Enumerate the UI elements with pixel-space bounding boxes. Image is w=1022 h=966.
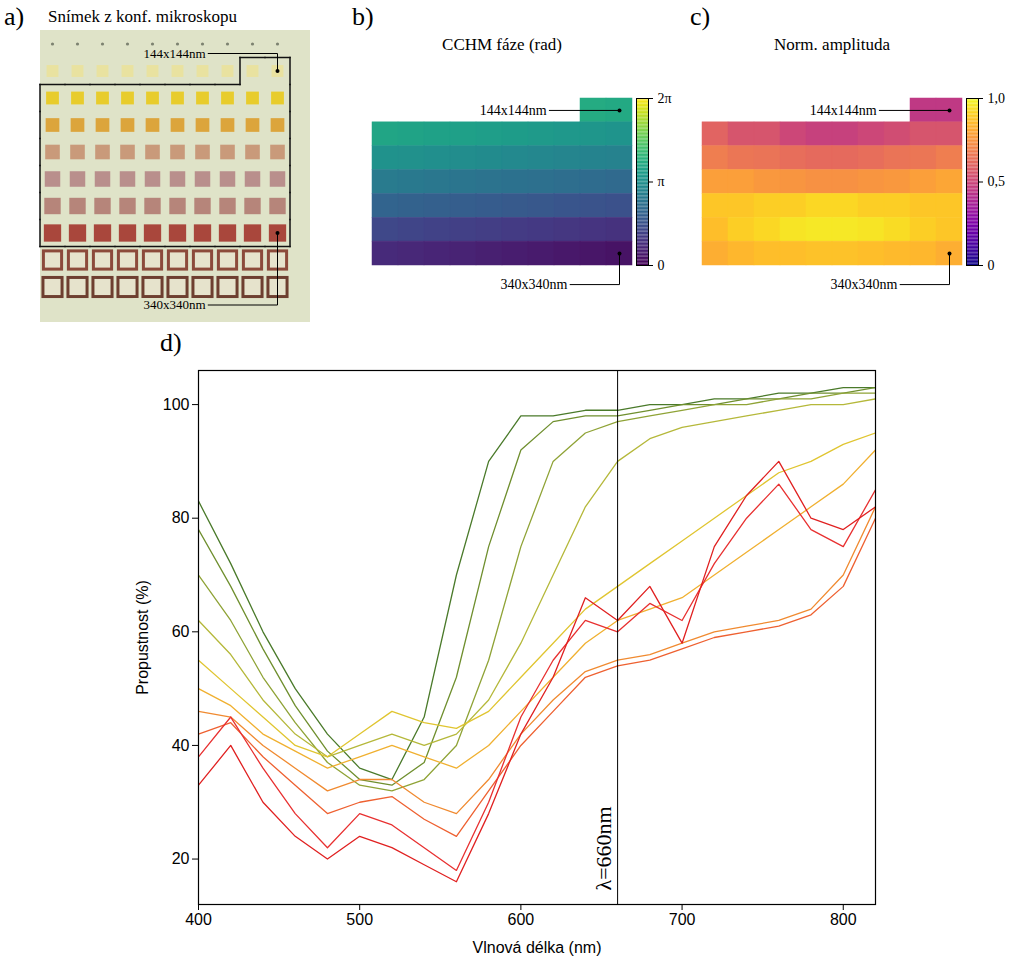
svg-text:700: 700 [669,911,696,928]
svg-text:340x340nm: 340x340nm [501,277,568,292]
svg-text:144x144nm: 144x144nm [480,103,547,118]
svg-text:60: 60 [172,623,190,640]
svg-text:Vlnová délka (nm): Vlnová délka (nm) [473,939,602,956]
svg-text:0: 0 [658,258,665,273]
svg-text:800: 800 [830,911,857,928]
svg-text:Propustnost (%): Propustnost (%) [134,580,151,695]
svg-text:20: 20 [172,850,190,867]
html-text:Norm. amplituda: Norm. amplituda [773,35,891,54]
html-text:d): d) [160,328,182,357]
svg-text:1,0: 1,0 [988,91,1006,106]
html-text:a): a) [4,2,25,31]
svg-text:80: 80 [172,509,190,526]
svg-text:π: π [658,174,665,189]
svg-text:600: 600 [508,911,535,928]
svg-text:0,5: 0,5 [988,174,1006,189]
svg-text:144x144nm: 144x144nm [143,46,205,61]
html-text:b): b) [352,2,374,31]
html-text:CCHM fáze (rad): CCHM fáze (rad) [442,35,562,54]
svg-text:144x144nm: 144x144nm [810,103,877,118]
svg-text:0: 0 [988,258,995,273]
html-text:Snímek z konf. mikroskopu: Snímek z konf. mikroskopu [48,7,237,26]
svg-text:500: 500 [346,911,373,928]
svg-text:2π: 2π [658,91,672,106]
svg-text:400: 400 [185,911,212,928]
svg-text:100: 100 [163,396,190,413]
svg-text:λ=660nm: λ=660nm [591,806,616,890]
html-text:c): c) [690,2,711,31]
svg-text:340x340nm: 340x340nm [831,277,898,292]
svg-text:340x340nm: 340x340nm [143,297,205,312]
svg-text:40: 40 [172,737,190,754]
